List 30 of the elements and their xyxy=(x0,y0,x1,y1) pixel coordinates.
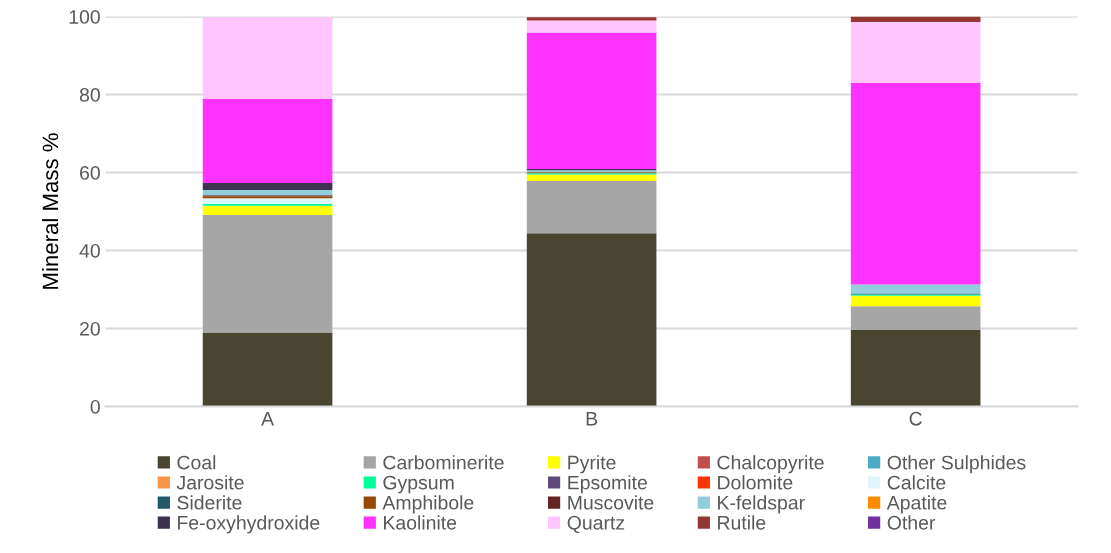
legend-label: Other Sulphides xyxy=(887,455,1026,474)
legend-label: Dolomite xyxy=(718,475,793,490)
x-tick-label: B xyxy=(586,412,598,426)
y-tick-label: 0 xyxy=(90,399,100,414)
legend-label: Kaolinite xyxy=(384,515,457,530)
y-axis-title: Mineral Mass % xyxy=(41,133,59,289)
y-tick-label: 100 xyxy=(69,10,100,24)
y-tick-label: 40 xyxy=(79,243,100,258)
legend-label: Amphibole xyxy=(382,495,474,514)
legend-label: Rutile xyxy=(718,515,766,530)
x-tick-label: A xyxy=(261,412,275,426)
legend-label: Calcite xyxy=(887,475,946,490)
legend-label: Muscovite xyxy=(568,495,654,510)
y-tick-label: 60 xyxy=(80,166,100,180)
legend-label: Epsomite xyxy=(568,475,647,494)
legend-label: Pyrite xyxy=(568,455,616,474)
legend-label: Fe-oxyhydroxide xyxy=(178,515,320,534)
y-tick-label: 20 xyxy=(80,321,100,336)
legend-label: Quartz xyxy=(567,515,625,534)
legend-label: Gypsum xyxy=(383,475,454,494)
y-tick-label: 80 xyxy=(79,88,100,102)
legend-label: Jarosite xyxy=(176,475,244,490)
legend-label: Other xyxy=(887,515,936,530)
legend-label: Carbominerite xyxy=(383,455,504,470)
legend-label: Coal xyxy=(177,455,216,470)
legend-label: K-feldspar xyxy=(718,495,805,514)
legend-label: Apatite xyxy=(886,495,947,514)
legend-label: Chalcopyrite xyxy=(717,455,824,474)
legend-label: Siderite xyxy=(177,495,242,510)
x-tick-label: C xyxy=(909,411,922,426)
